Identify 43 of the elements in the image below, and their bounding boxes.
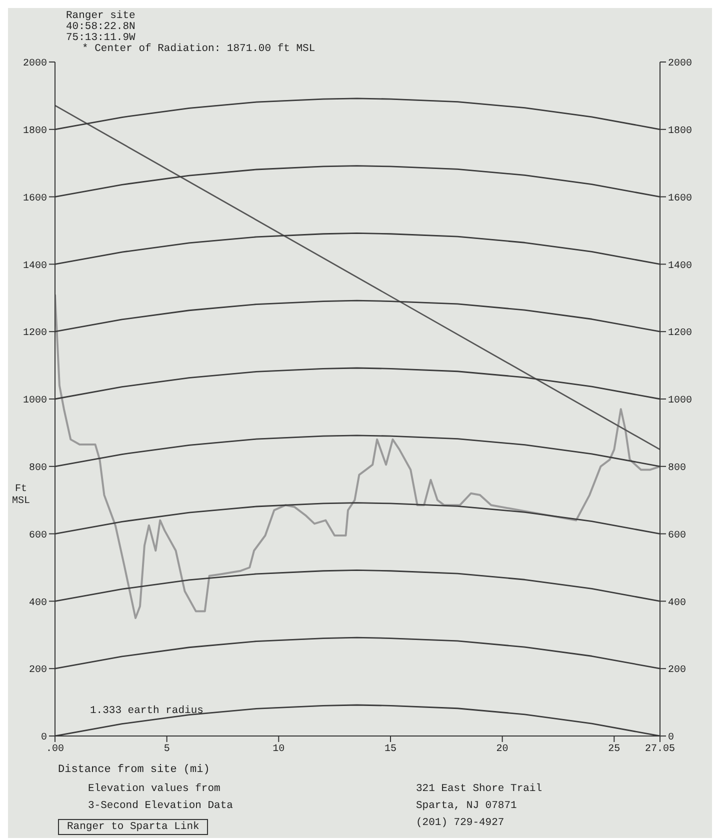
y2-tick-label: 1400 [668,260,692,272]
text: Ranger to Sparta Link [58,819,208,835]
y-tick-label: 600 [28,530,47,542]
y2-tick-label: 0 [668,732,674,744]
y-tick-label: 1600 [22,193,47,204]
y2-tick-label: 2000 [668,58,692,70]
y-tick-label: 0 [40,732,47,744]
y-tick-label: 200 [28,665,47,676]
text: Sparta, NJ 07871 [416,800,517,812]
y2-tick-label: 1800 [668,126,692,137]
y-axis-title: Ft MSL [10,484,31,508]
y-tick-label: 1400 [22,260,47,272]
x-tick-label: .00 [46,744,64,756]
text: 75:13:11.9W [66,32,136,44]
x-axis-title: Distance from site (mi) [58,764,210,776]
x-tick-label: 5 [164,744,170,756]
y-tick-label: 1000 [22,396,47,407]
y-tick-label: 1800 [22,126,47,137]
y2-tick-label: 200 [668,665,686,676]
annotation: 1.333 earth radius [90,705,204,717]
text: (201) 729-4927 [416,817,504,829]
y2-tick-label: 1000 [668,396,692,407]
x-tick-label: 27.05 [644,744,676,756]
y2-tick-label: 800 [668,462,686,474]
text: Elevation values from [88,783,220,795]
y2-tick-label: 400 [668,598,686,609]
y-tick-label: 2000 [22,58,47,70]
y-tick-label: 800 [28,462,47,474]
text: 3-Second Elevation Data [88,800,233,812]
text: Ranger site [66,10,136,22]
y2-tick-label: 1200 [668,328,692,340]
y2-tick-label: 600 [668,530,686,542]
y2-tick-label: 1600 [668,193,692,204]
x-tick-label: 20 [496,744,508,756]
x-tick-label: 15 [384,744,396,756]
text: 40:58:22.8N [66,21,136,33]
text: 321 East Shore Trail [416,783,542,795]
x-tick-label: 25 [608,744,620,756]
text: * Center of Radiation: 1871.00 ft MSL [82,43,316,55]
x-tick-label: 10 [272,744,285,756]
y-tick-label: 400 [28,598,47,609]
line-series [55,294,660,620]
y-tick-label: 1200 [22,328,47,340]
